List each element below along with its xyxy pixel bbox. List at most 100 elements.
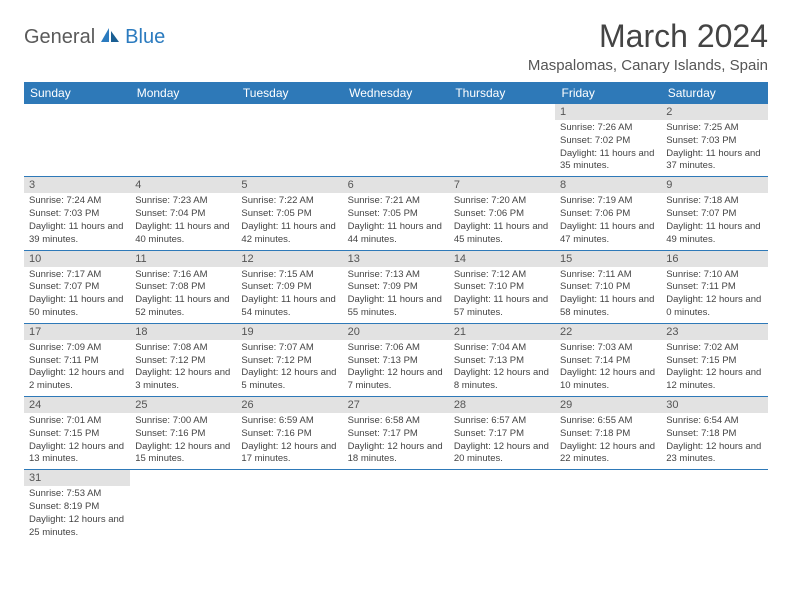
day-header: Friday	[555, 82, 661, 104]
calendar-cell	[449, 470, 555, 543]
day-number: 24	[24, 397, 130, 413]
day-details: Sunrise: 7:12 AMSunset: 7:10 PMDaylight:…	[449, 267, 555, 323]
day-details: Sunrise: 7:18 AMSunset: 7:07 PMDaylight:…	[661, 193, 767, 249]
day-number: 13	[343, 251, 449, 267]
day-details: Sunrise: 7:26 AMSunset: 7:02 PMDaylight:…	[555, 120, 661, 176]
day-number: 25	[130, 397, 236, 413]
calendar-cell	[24, 104, 130, 177]
calendar-cell: 30Sunrise: 6:54 AMSunset: 7:18 PMDayligh…	[661, 397, 767, 470]
calendar-cell: 21Sunrise: 7:04 AMSunset: 7:13 PMDayligh…	[449, 323, 555, 396]
day-details: Sunrise: 6:57 AMSunset: 7:17 PMDaylight:…	[449, 413, 555, 469]
calendar-cell: 29Sunrise: 6:55 AMSunset: 7:18 PMDayligh…	[555, 397, 661, 470]
day-details: Sunrise: 7:23 AMSunset: 7:04 PMDaylight:…	[130, 193, 236, 249]
calendar-header-row: SundayMondayTuesdayWednesdayThursdayFrid…	[24, 82, 768, 104]
day-number: 4	[130, 177, 236, 193]
location-subtitle: Maspalomas, Canary Islands, Spain	[528, 57, 768, 74]
day-details: Sunrise: 7:11 AMSunset: 7:10 PMDaylight:…	[555, 267, 661, 323]
calendar-cell: 14Sunrise: 7:12 AMSunset: 7:10 PMDayligh…	[449, 250, 555, 323]
day-number: 31	[24, 470, 130, 486]
day-details: Sunrise: 7:02 AMSunset: 7:15 PMDaylight:…	[661, 340, 767, 396]
day-header: Sunday	[24, 82, 130, 104]
calendar-cell	[555, 470, 661, 543]
calendar-cell: 2Sunrise: 7:25 AMSunset: 7:03 PMDaylight…	[661, 104, 767, 177]
day-header: Saturday	[661, 82, 767, 104]
day-details: Sunrise: 7:09 AMSunset: 7:11 PMDaylight:…	[24, 340, 130, 396]
calendar-cell: 31Sunrise: 7:53 AMSunset: 8:19 PMDayligh…	[24, 470, 130, 543]
day-details: Sunrise: 7:13 AMSunset: 7:09 PMDaylight:…	[343, 267, 449, 323]
day-header: Monday	[130, 82, 236, 104]
calendar-cell	[449, 104, 555, 177]
calendar-cell: 19Sunrise: 7:07 AMSunset: 7:12 PMDayligh…	[236, 323, 342, 396]
calendar-cell: 28Sunrise: 6:57 AMSunset: 7:17 PMDayligh…	[449, 397, 555, 470]
calendar-cell	[236, 470, 342, 543]
day-number: 15	[555, 251, 661, 267]
calendar-cell: 23Sunrise: 7:02 AMSunset: 7:15 PMDayligh…	[661, 323, 767, 396]
calendar-cell: 18Sunrise: 7:08 AMSunset: 7:12 PMDayligh…	[130, 323, 236, 396]
calendar-cell	[130, 470, 236, 543]
day-details: Sunrise: 7:08 AMSunset: 7:12 PMDaylight:…	[130, 340, 236, 396]
day-details: Sunrise: 7:24 AMSunset: 7:03 PMDaylight:…	[24, 193, 130, 249]
day-number: 18	[130, 324, 236, 340]
day-details: Sunrise: 7:00 AMSunset: 7:16 PMDaylight:…	[130, 413, 236, 469]
day-details: Sunrise: 7:10 AMSunset: 7:11 PMDaylight:…	[661, 267, 767, 323]
day-number: 3	[24, 177, 130, 193]
day-details: Sunrise: 7:15 AMSunset: 7:09 PMDaylight:…	[236, 267, 342, 323]
day-number: 11	[130, 251, 236, 267]
day-details: Sunrise: 6:59 AMSunset: 7:16 PMDaylight:…	[236, 413, 342, 469]
day-details: Sunrise: 7:16 AMSunset: 7:08 PMDaylight:…	[130, 267, 236, 323]
day-number: 23	[661, 324, 767, 340]
day-details: Sunrise: 7:22 AMSunset: 7:05 PMDaylight:…	[236, 193, 342, 249]
calendar-cell: 13Sunrise: 7:13 AMSunset: 7:09 PMDayligh…	[343, 250, 449, 323]
day-number: 19	[236, 324, 342, 340]
day-number: 6	[343, 177, 449, 193]
calendar-cell: 1Sunrise: 7:26 AMSunset: 7:02 PMDaylight…	[555, 104, 661, 177]
logo: General Blue	[24, 18, 165, 49]
day-details: Sunrise: 7:53 AMSunset: 8:19 PMDaylight:…	[24, 486, 130, 542]
day-details: Sunrise: 7:19 AMSunset: 7:06 PMDaylight:…	[555, 193, 661, 249]
calendar-cell: 9Sunrise: 7:18 AMSunset: 7:07 PMDaylight…	[661, 177, 767, 250]
day-number: 5	[236, 177, 342, 193]
day-number: 12	[236, 251, 342, 267]
title-block: March 2024 Maspalomas, Canary Islands, S…	[528, 18, 768, 74]
day-details: Sunrise: 7:06 AMSunset: 7:13 PMDaylight:…	[343, 340, 449, 396]
calendar-cell: 8Sunrise: 7:19 AMSunset: 7:06 PMDaylight…	[555, 177, 661, 250]
calendar-cell	[130, 104, 236, 177]
day-header: Tuesday	[236, 82, 342, 104]
day-details: Sunrise: 6:55 AMSunset: 7:18 PMDaylight:…	[555, 413, 661, 469]
day-number: 2	[661, 104, 767, 120]
day-number: 29	[555, 397, 661, 413]
calendar-cell: 24Sunrise: 7:01 AMSunset: 7:15 PMDayligh…	[24, 397, 130, 470]
calendar-cell: 5Sunrise: 7:22 AMSunset: 7:05 PMDaylight…	[236, 177, 342, 250]
day-details: Sunrise: 6:54 AMSunset: 7:18 PMDaylight:…	[661, 413, 767, 469]
day-details: Sunrise: 6:58 AMSunset: 7:17 PMDaylight:…	[343, 413, 449, 469]
calendar-cell	[661, 470, 767, 543]
logo-text-blue: Blue	[125, 26, 165, 49]
calendar-cell: 4Sunrise: 7:23 AMSunset: 7:04 PMDaylight…	[130, 177, 236, 250]
day-header: Thursday	[449, 82, 555, 104]
day-number: 21	[449, 324, 555, 340]
day-number: 8	[555, 177, 661, 193]
day-details: Sunrise: 7:17 AMSunset: 7:07 PMDaylight:…	[24, 267, 130, 323]
calendar-cell: 6Sunrise: 7:21 AMSunset: 7:05 PMDaylight…	[343, 177, 449, 250]
day-number: 26	[236, 397, 342, 413]
day-header: Wednesday	[343, 82, 449, 104]
calendar-cell: 16Sunrise: 7:10 AMSunset: 7:11 PMDayligh…	[661, 250, 767, 323]
day-number: 30	[661, 397, 767, 413]
day-details: Sunrise: 7:07 AMSunset: 7:12 PMDaylight:…	[236, 340, 342, 396]
calendar-cell: 20Sunrise: 7:06 AMSunset: 7:13 PMDayligh…	[343, 323, 449, 396]
calendar-table: SundayMondayTuesdayWednesdayThursdayFrid…	[24, 82, 768, 543]
calendar-cell: 7Sunrise: 7:20 AMSunset: 7:06 PMDaylight…	[449, 177, 555, 250]
day-number: 22	[555, 324, 661, 340]
day-details: Sunrise: 7:03 AMSunset: 7:14 PMDaylight:…	[555, 340, 661, 396]
day-details: Sunrise: 7:20 AMSunset: 7:06 PMDaylight:…	[449, 193, 555, 249]
day-number: 17	[24, 324, 130, 340]
calendar-cell	[343, 470, 449, 543]
day-number: 9	[661, 177, 767, 193]
day-details: Sunrise: 7:21 AMSunset: 7:05 PMDaylight:…	[343, 193, 449, 249]
calendar-cell: 3Sunrise: 7:24 AMSunset: 7:03 PMDaylight…	[24, 177, 130, 250]
calendar-cell: 25Sunrise: 7:00 AMSunset: 7:16 PMDayligh…	[130, 397, 236, 470]
calendar-cell: 12Sunrise: 7:15 AMSunset: 7:09 PMDayligh…	[236, 250, 342, 323]
calendar-cell	[236, 104, 342, 177]
calendar-cell: 15Sunrise: 7:11 AMSunset: 7:10 PMDayligh…	[555, 250, 661, 323]
logo-text-general: General	[24, 26, 95, 49]
